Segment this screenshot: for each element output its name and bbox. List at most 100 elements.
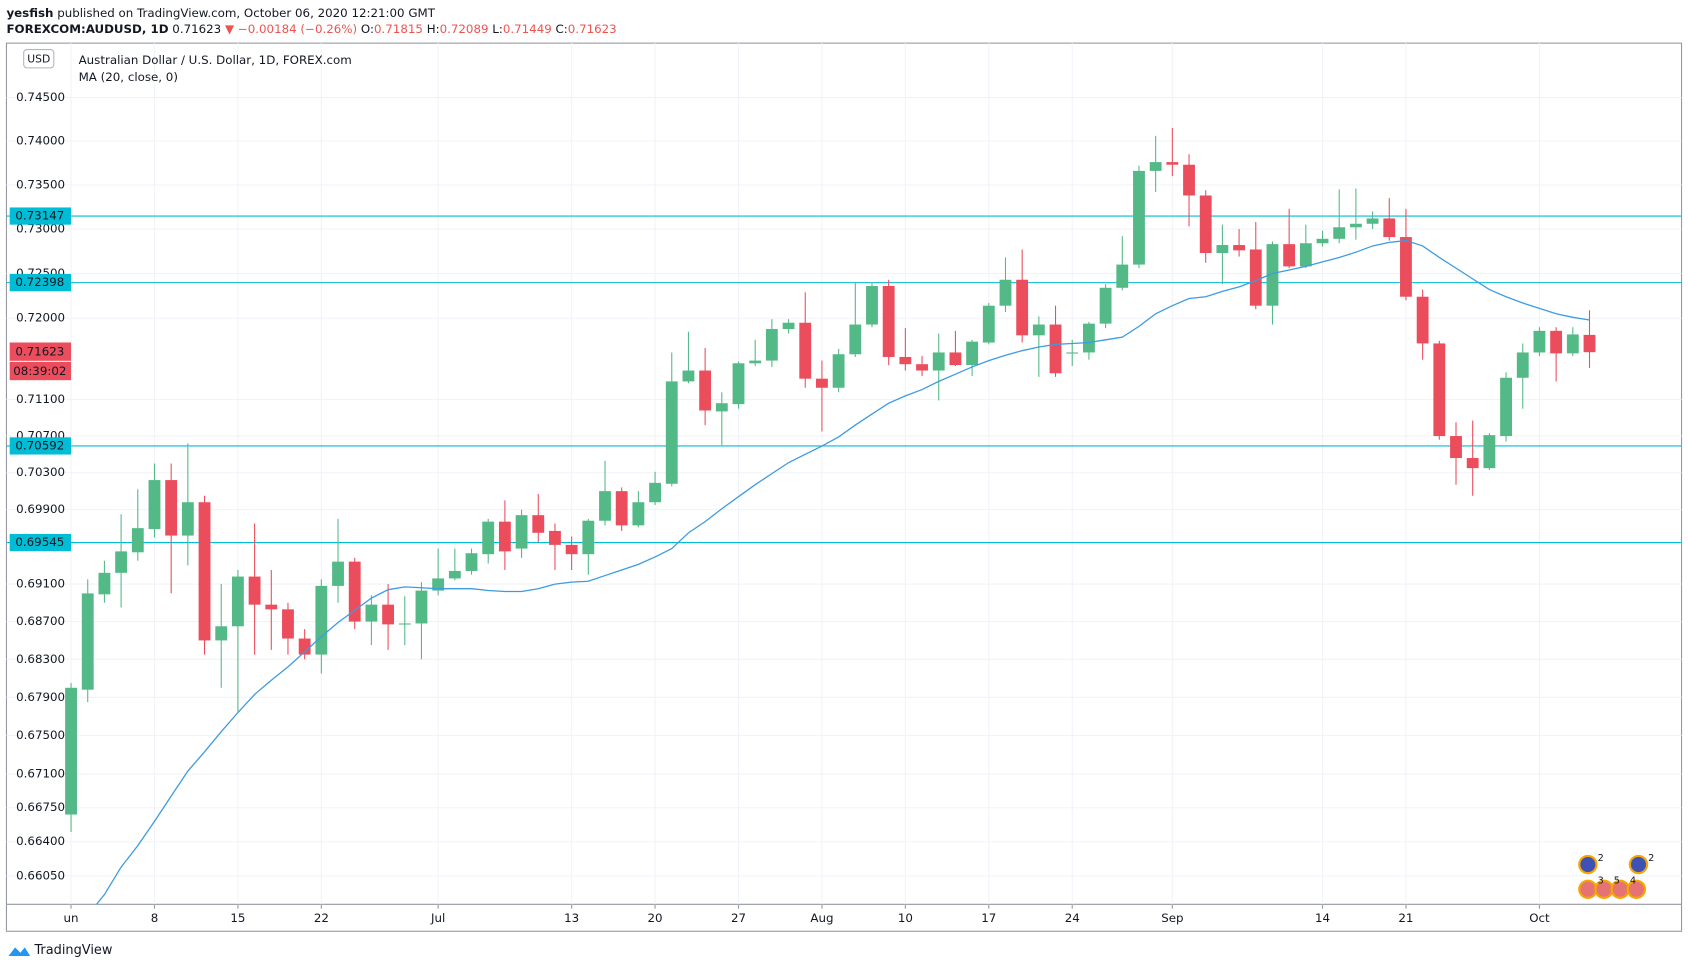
candle-body [966,341,979,366]
candle-body [715,403,728,412]
candle-body [1566,334,1579,354]
x-tick-label: Jul [430,911,445,925]
currency: USD [27,52,50,65]
candle-body [582,520,595,555]
x-tick-label: 8 [151,911,159,925]
candle-body [932,352,945,371]
candle-body [1183,164,1195,196]
candle-body [515,515,528,549]
candle-body [131,528,144,553]
candle-body [1516,352,1529,378]
candle-body [248,576,261,605]
ma-line [95,239,1590,905]
y-tick-label: 0.68300 [16,652,65,666]
currency-box [23,49,55,69]
candle-body [632,502,645,526]
published: published on TradingView.com, October 06… [57,5,435,19]
level-label-box [9,437,72,455]
candle-body [615,491,628,526]
candle-body [65,687,77,815]
symbol: FOREXCOM:AUDUSD, 1D [6,22,168,36]
candle-body [982,305,995,343]
candle-body [1466,458,1479,469]
l-value: 0.71449 [503,22,552,36]
candle-body [782,322,795,330]
level-label-box [9,533,72,552]
countdown-box [9,361,72,381]
x-tick-label: 20 [648,911,663,925]
candle-body [1333,227,1346,239]
candle-body [1016,279,1029,336]
level-label: 0.69545 [15,535,64,549]
x-tick-label: 15 [230,911,245,925]
logo [8,947,31,957]
candle-body [699,370,712,411]
x-tick-label: 21 [1398,911,1413,925]
candle-body [365,604,378,622]
candle-body [949,352,962,366]
change: ▼ −0.00184 (−0.26%) [225,22,357,36]
candle-body [1583,334,1596,353]
candle-body [765,329,778,361]
author: yesfish [6,5,53,19]
y-tick-label: 0.74500 [16,90,65,104]
candle-body [565,544,578,555]
candle-body [816,378,828,388]
candle-body [1066,352,1079,354]
x-tick-label: Sep [1161,911,1183,925]
candle-body [916,364,928,371]
candle-body [1199,195,1212,254]
y-tick-label: 0.71100 [16,392,65,406]
level-label: 0.70592 [15,438,64,452]
candle-body [899,356,912,365]
y-tick-label: 0.73500 [16,177,65,191]
publish-line: yesfish published on TradingView.com, Oc… [6,5,435,19]
x-tick-label: 22 [314,911,329,925]
y-tick-label: 0.69900 [16,502,65,516]
event-icon [1578,879,1598,899]
candle-body [215,626,228,641]
l-label: L: [492,22,503,36]
event-count: 5 [1614,876,1620,887]
candle-body [866,285,878,325]
x-tick-label: 13 [564,911,579,925]
candle-body [1533,330,1546,353]
candle-body [1433,343,1446,437]
candle-body [298,638,311,655]
candle-body [198,502,211,641]
level-label-box [9,273,72,292]
candle-body [532,515,545,533]
level-label: 0.72398 [15,275,64,289]
legend-ma: MA (20, close, 0) [79,70,178,84]
candle-body [1233,245,1246,251]
y-tick-label: 0.70300 [16,465,65,479]
y-tick-label: 0.67100 [16,766,65,780]
y-tick-label: 0.66050 [16,868,65,882]
event-count: 4 [1630,876,1636,887]
candle-body [1483,435,1496,469]
candle-body [165,480,178,536]
candle-body [649,482,661,503]
countdown: 08:39:02 [13,364,66,378]
candle-body [1316,238,1329,244]
candle-body [1366,218,1379,224]
candle-body [832,354,845,388]
chart-frame [5,42,1683,932]
event-count: 2 [1598,853,1604,864]
x-tick-label: 17 [981,911,996,925]
candle-body [415,590,428,624]
brand: TradingView [33,943,112,958]
candle-body [599,491,611,521]
candle-body [348,561,361,622]
candle-body [398,623,411,625]
candle-body [181,502,194,536]
o-label: O: [361,22,374,36]
candle-body [332,561,344,586]
candle-body [482,521,495,555]
x-tick-label: 24 [1065,911,1080,925]
candle-body [882,285,895,357]
candle-body [81,593,94,690]
x-tick-label: Oct [1529,911,1550,925]
candle-body [1249,249,1262,306]
